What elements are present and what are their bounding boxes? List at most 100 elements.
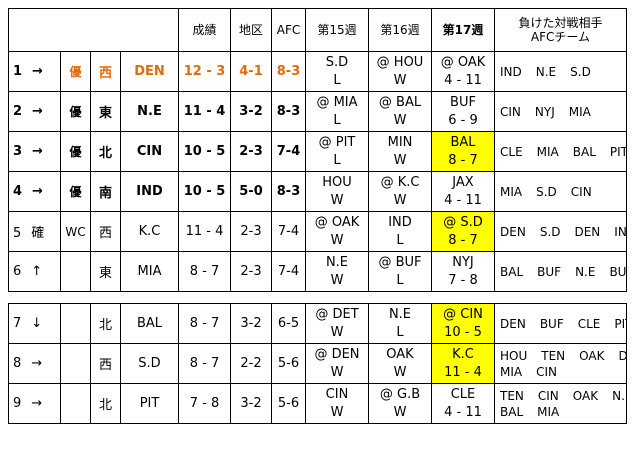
team-name: BAL	[120, 303, 179, 344]
loss-opponent: BUF	[539, 316, 564, 331]
trend-indicator: →	[32, 104, 43, 119]
opponent: BAL	[450, 134, 476, 150]
team-row: 3 → 優北 CIN 10 - 5 2-3 7-4 @ PIT L MIN W BAL 8 - 7 CLE…	[8, 131, 627, 172]
division-cell: 北	[90, 383, 121, 424]
result: W	[393, 112, 407, 128]
clinch-status: 優	[69, 65, 82, 79]
losses-cell: DEN S.D DEN IND	[494, 211, 627, 252]
loss-opponent: MIA	[500, 364, 523, 379]
rank-number: 3	[13, 144, 23, 159]
losses-cell: CLE MIA BAL PIT	[494, 131, 627, 172]
loss-opponent: BUF	[537, 264, 562, 279]
group-spacer-row	[8, 291, 627, 304]
opponent: @ PIT	[318, 134, 356, 150]
opponent: @ G.B	[379, 386, 421, 402]
status-cell: 優	[60, 171, 91, 212]
loss-opponent: OAK	[579, 348, 605, 363]
header-blank	[8, 8, 179, 52]
trend-indicator: →	[31, 356, 43, 371]
losses-cell: MIA S.D CIN	[494, 171, 627, 212]
division-cell: 東	[90, 91, 121, 132]
loss-opponent: PIT	[614, 316, 626, 331]
afc-record: 8-3	[271, 91, 306, 132]
result: 4 - 11	[444, 404, 482, 420]
schedule-w15: @ MIA L	[305, 91, 369, 132]
rank-cell: 9 →	[8, 383, 61, 424]
header-week15: 第15週	[305, 8, 369, 52]
opponent: BUF	[450, 94, 476, 110]
loss-opponent: CIN	[536, 364, 558, 379]
division-cell: 南	[90, 171, 121, 212]
record-cell: 8 - 7	[178, 343, 231, 384]
opponent: NYJ	[452, 254, 474, 270]
schedule-w17: @ CIN 10 - 5	[431, 303, 495, 344]
loss-opponent: CLE	[577, 316, 601, 331]
result: W	[330, 364, 344, 380]
schedule-w16: @ HOU W	[368, 51, 432, 92]
rank-cell: 4 →	[8, 171, 61, 212]
trend-indicator: ↑	[31, 264, 43, 279]
rank-number: 7	[13, 316, 22, 331]
header-afc: AFC	[271, 8, 306, 52]
rank-cell: 7 ↓	[8, 303, 61, 344]
team-name: N.E	[120, 91, 179, 132]
rank-cell: 2 →	[8, 91, 61, 132]
opponent: @ DEN	[314, 346, 360, 362]
team-row: 4 → 優南 IND 10 - 5 5-0 8-3 HOU W @ K.C W JAX 4 - 11 MI…	[8, 171, 627, 212]
result: 10 - 5	[444, 324, 482, 340]
loss-opponent: MIA	[500, 184, 523, 199]
loss-opponent: OAK	[572, 388, 599, 403]
loss-opponent: S.D	[539, 224, 561, 239]
trend-indicator: →	[32, 144, 43, 159]
afc-record: 7-4	[271, 211, 306, 252]
loss-opponent: HOU	[500, 348, 528, 363]
schedule-w16: N.E L	[368, 303, 432, 344]
schedule-w15: S.D L	[305, 51, 369, 92]
division-record: 4-1	[230, 51, 272, 92]
rank-number: 6	[13, 264, 22, 279]
afc-standings-table: 成績 地区 AFC 第15週 第16週 第17週 負けた対戦相手 AFCチーム …	[8, 8, 627, 424]
loss-opponent: BAL	[500, 264, 524, 279]
schedule-w16: IND L	[368, 211, 432, 252]
opponent: N.E	[388, 306, 412, 322]
opponent: @ S.D	[443, 214, 483, 230]
afc-record: 5-6	[271, 343, 306, 384]
losses-cell: CIN NYJ MIA	[494, 91, 627, 132]
header-division: 地区	[230, 8, 272, 52]
loss-opponent: CLE	[500, 144, 523, 159]
rank-number: 4	[13, 184, 23, 199]
team-name: DEN	[120, 51, 179, 92]
result: W	[393, 192, 407, 208]
opponent: N.E	[325, 254, 349, 270]
opponent: @ K.C	[380, 174, 420, 190]
result: 8 - 7	[448, 232, 478, 248]
result: W	[393, 364, 407, 380]
result: L	[396, 272, 404, 288]
opponent: IND	[388, 214, 412, 230]
losses-cell: BAL BUF N.E BUF	[494, 251, 627, 292]
wildcard-label: WC	[65, 224, 86, 239]
result: W	[393, 72, 407, 88]
team-row: 6 ↑ 東 MIA 8 - 7 2-3 7-4 N.E W @ BUF L NYJ 7 - 8 BAL BU…	[8, 251, 627, 292]
loss-opponent: TEN	[541, 348, 566, 363]
schedule-w16: @ BAL W	[368, 91, 432, 132]
result: W	[330, 192, 344, 208]
rank-number: 8	[13, 356, 22, 371]
rank-number: 2	[13, 104, 23, 119]
schedule-w16: @ K.C W	[368, 171, 432, 212]
rank-cell: 8 →	[8, 343, 61, 384]
record-cell: 8 - 7	[178, 303, 231, 344]
header-losses-line1: 負けた対戦相手	[518, 16, 603, 30]
record-cell: 11 - 4	[178, 211, 231, 252]
division-cell: 西	[90, 343, 121, 384]
loss-opponent: DEN	[574, 224, 601, 239]
loss-opponent: N.E	[575, 264, 596, 279]
header-week17: 第17週	[431, 8, 495, 52]
trend-indicator: →	[32, 64, 43, 79]
schedule-w16: @ BUF L	[368, 251, 432, 292]
schedule-w15: CIN W	[305, 383, 369, 424]
afc-record: 7-4	[271, 131, 306, 172]
losses-cell: TEN CIN OAK N.E BAL MIA	[494, 383, 627, 424]
result: L	[333, 152, 341, 168]
